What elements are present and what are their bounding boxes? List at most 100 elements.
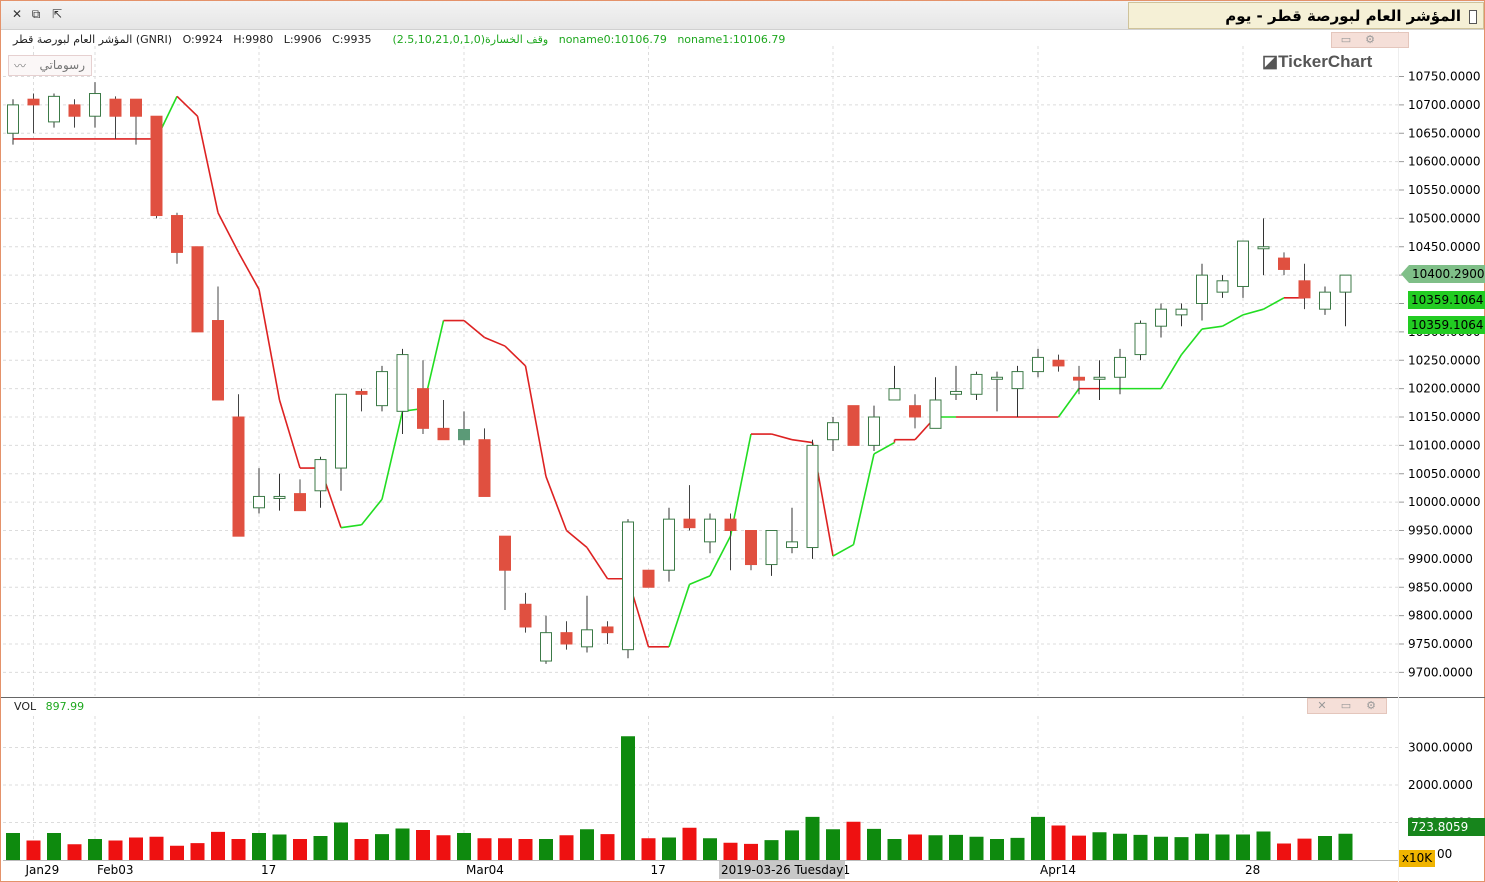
candle-body xyxy=(294,493,306,512)
volume-bar xyxy=(559,835,574,860)
volume-bar xyxy=(621,736,635,860)
volume-bar xyxy=(1113,833,1127,860)
close-value: C:9935 xyxy=(332,33,372,46)
stop-line-segment xyxy=(258,289,281,401)
volume-bar xyxy=(1297,838,1312,860)
close-panel-icon[interactable]: ✕ xyxy=(1317,699,1327,712)
candle xyxy=(1155,303,1167,338)
stop-line-segment xyxy=(524,365,547,477)
candle xyxy=(786,507,798,554)
volume-bar xyxy=(67,844,82,860)
volume-axis-label: 3000.0000 xyxy=(1408,741,1473,755)
candle-body xyxy=(560,632,573,645)
stop-line-segment xyxy=(586,547,609,580)
panel-settings-icon[interactable]: ⚙ xyxy=(1365,33,1375,46)
close-icon[interactable]: ✕ xyxy=(11,7,23,21)
volume-bar xyxy=(518,839,533,860)
last-price-tag: 10400.2900 xyxy=(1401,265,1485,283)
time-axis-label: 28 xyxy=(1245,863,1260,877)
volume-bar xyxy=(416,830,430,860)
candle-body xyxy=(89,93,101,117)
candle xyxy=(1196,263,1208,321)
candle xyxy=(847,405,860,446)
volume-bar xyxy=(190,843,205,860)
candle xyxy=(294,479,306,512)
price-grid xyxy=(3,46,1401,859)
candle-body xyxy=(437,427,450,441)
candle xyxy=(1339,274,1352,327)
candle-body xyxy=(335,393,347,469)
candle-body xyxy=(355,390,368,395)
candle-body xyxy=(171,215,183,253)
stop-line-segment xyxy=(1057,388,1080,418)
title-bar[interactable]: ✕ ⧉ ⇱ المؤشر العام لبورصة قطر - يوم xyxy=(1,1,1484,30)
candle-body xyxy=(622,521,634,651)
candle xyxy=(868,405,880,452)
candle xyxy=(950,365,962,400)
candle-body xyxy=(1319,291,1331,310)
volume-bar xyxy=(539,839,553,860)
maximize-panel-icon[interactable]: ▭ xyxy=(1340,33,1352,46)
candle xyxy=(683,485,696,531)
popout-icon[interactable]: ⇱ xyxy=(51,7,63,21)
candle-body xyxy=(376,371,388,407)
stop-line-segment xyxy=(709,535,732,577)
volume-bar xyxy=(785,830,799,860)
candle xyxy=(888,365,901,401)
candle-body xyxy=(970,373,983,395)
volume-bar xyxy=(805,816,820,860)
panel-settings-icon[interactable]: ⚙ xyxy=(1366,699,1376,712)
candle-body xyxy=(27,98,40,106)
candle-body xyxy=(48,95,60,123)
price-axis-label: 10200.0000 xyxy=(1408,382,1481,396)
stop-line-segment xyxy=(340,524,362,529)
price-axis-label: 10150.0000 xyxy=(1408,410,1481,424)
candle xyxy=(581,595,593,653)
volume-label: VOL 897.99 xyxy=(14,700,84,713)
volume-bar xyxy=(170,845,184,860)
candle xyxy=(560,621,573,650)
maximize-panel-icon[interactable]: ▭ xyxy=(1340,699,1352,712)
candle-body xyxy=(1032,356,1044,373)
price-axis-label: 9700.0000 xyxy=(1408,665,1473,679)
restore-icon[interactable]: ⧉ xyxy=(31,7,41,21)
brand-mark-icon: ◪ xyxy=(1262,52,1279,71)
stop-line-segment xyxy=(217,212,240,253)
volume-tag: 723.8059 xyxy=(1408,818,1485,836)
candle xyxy=(499,535,511,610)
volume-bar xyxy=(1092,832,1107,860)
volume-bar xyxy=(1051,825,1066,860)
candle-body xyxy=(1257,246,1270,250)
candle xyxy=(355,388,368,412)
candle-body xyxy=(929,399,942,429)
stop-line-segment xyxy=(689,575,711,586)
candle-body xyxy=(1339,274,1352,293)
volume-bar xyxy=(887,839,902,860)
price-axis-label: 10600.0000 xyxy=(1408,155,1481,169)
candle-body xyxy=(724,518,737,532)
candle xyxy=(827,417,839,452)
drawings-button[interactable]: 〰 رسوماتي xyxy=(8,55,92,76)
crosshair-date-label: 2019-03-26 Tuesday xyxy=(719,861,846,879)
volume-bar xyxy=(1195,833,1209,860)
candle-body xyxy=(417,388,429,429)
candle-body xyxy=(991,376,1003,380)
volume-zero-label: 00 xyxy=(1437,847,1453,861)
volume-title: VOL xyxy=(14,700,37,713)
candle-body xyxy=(909,405,921,418)
candle-body xyxy=(1011,371,1024,390)
candle-body xyxy=(806,444,819,549)
candle xyxy=(1257,218,1270,276)
stop-line-segment xyxy=(1180,328,1203,356)
candle xyxy=(7,99,19,145)
volume-bar xyxy=(293,839,307,860)
price-axis-label: 10450.0000 xyxy=(1408,240,1481,254)
volume-panel-controls: ✕ ▭ ⚙ xyxy=(1307,698,1387,714)
main-panel-controls: ▭ ⚙ xyxy=(1331,32,1409,48)
volume-bar xyxy=(457,833,471,860)
candle-body xyxy=(68,104,81,117)
volume-bar xyxy=(723,842,738,860)
stop-line-segment xyxy=(484,336,506,347)
indicator1-tag: 10359.1064 xyxy=(1408,316,1485,334)
